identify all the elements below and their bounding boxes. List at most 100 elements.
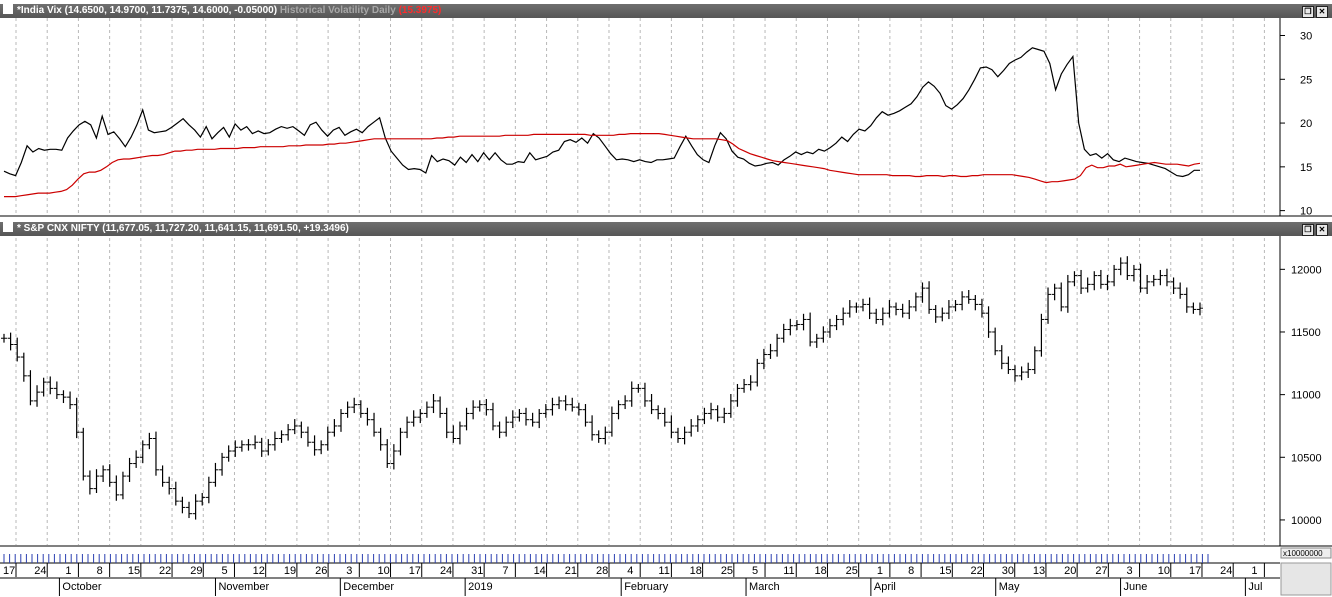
day-label: 14 xyxy=(534,565,546,577)
nifty-price-bar xyxy=(919,282,926,303)
day-label: 22 xyxy=(971,565,983,577)
close-icon[interactable]: ✕ xyxy=(1316,6,1328,18)
close-icon[interactable]: ✕ xyxy=(1316,224,1328,236)
nifty-price-bar xyxy=(608,406,615,437)
nifty-price-bar xyxy=(159,465,166,487)
day-label: 4 xyxy=(627,565,633,577)
corner-panel xyxy=(1280,562,1332,596)
nifty-price-bar xyxy=(516,409,523,422)
nifty-price-bar xyxy=(1078,269,1085,295)
nifty-price-bar xyxy=(357,400,364,418)
nifty-price-bar xyxy=(741,378,748,393)
nifty-price-bar xyxy=(1177,282,1184,299)
nifty-price-bar xyxy=(1097,269,1104,289)
nifty-price-bar xyxy=(813,333,820,348)
nifty-price-bar xyxy=(714,405,721,422)
nifty-price-bar xyxy=(7,332,14,351)
nifty-price-bar xyxy=(972,295,979,311)
nifty-price-bar xyxy=(926,281,933,314)
nifty-price-bar xyxy=(661,407,668,427)
nifty-price-bar xyxy=(384,439,391,468)
nifty-price-bar xyxy=(734,383,741,407)
nifty-price-bar xyxy=(47,376,54,395)
month-label: October xyxy=(62,581,101,593)
nifty-price-bar xyxy=(893,302,900,316)
day-label: 10 xyxy=(378,565,390,577)
restore-icon[interactable]: ❐ xyxy=(1302,224,1314,236)
nifty-price-bar xyxy=(754,358,761,387)
vix-title-values: (14.6500, 14.9700, 11.7375, 14.6000, -0.… xyxy=(64,5,278,16)
day-label: 1 xyxy=(65,565,71,577)
nifty-y-tick-label: 10000 xyxy=(1291,515,1322,527)
nifty-price-bar xyxy=(397,427,404,456)
nifty-price-bar xyxy=(232,440,239,457)
nifty-price-bar xyxy=(1,333,7,343)
day-label: 8 xyxy=(97,565,103,577)
nifty-price-bar xyxy=(1124,256,1131,280)
nifty-price-bar xyxy=(998,345,1005,370)
nifty-y-tick-label: 12000 xyxy=(1291,264,1322,276)
day-label: 25 xyxy=(846,565,858,577)
nifty-price-bar xyxy=(767,343,774,359)
panel-select-checkbox[interactable] xyxy=(3,222,13,232)
nifty-price-bar xyxy=(450,425,457,443)
nifty-panel-titlebar: * S&P CNX NIFTY (11,677.05, 11,727.20, 1… xyxy=(0,222,1332,236)
nifty-price-bar xyxy=(615,400,622,420)
nifty-price-bar xyxy=(1137,263,1144,293)
nifty-price-bar xyxy=(912,292,919,312)
nifty-price-bar xyxy=(489,402,496,431)
nifty-price-bar xyxy=(199,492,206,506)
nifty-price-bar xyxy=(14,337,21,362)
nifty-price-bar xyxy=(476,400,483,412)
nifty-price-bar xyxy=(1190,302,1197,314)
nifty-price-bar xyxy=(793,320,800,331)
nifty-price-bar xyxy=(760,348,767,370)
nifty-price-bar xyxy=(708,402,715,420)
nifty-price-bar xyxy=(873,308,880,324)
nifty-price-bar xyxy=(172,481,179,506)
day-label: 18 xyxy=(814,565,826,577)
nifty-price-bar xyxy=(1051,283,1058,301)
nifty-price-bar xyxy=(529,412,536,427)
nifty-price-bar xyxy=(205,476,212,504)
nifty-price-bar xyxy=(212,462,219,487)
nifty-price-bar xyxy=(80,427,87,481)
nifty-price-bar xyxy=(826,318,833,338)
nifty-price-bar xyxy=(371,412,378,437)
nifty-price-bar xyxy=(93,469,100,493)
nifty-price-bar xyxy=(694,415,701,432)
nifty-price-bar xyxy=(635,383,642,393)
nifty-price-bar xyxy=(780,323,787,343)
panel-select-checkbox[interactable] xyxy=(3,4,13,14)
nifty-price-bar xyxy=(820,326,827,343)
nifty-price-bar xyxy=(727,394,734,418)
nifty-price-bar xyxy=(298,421,305,439)
nifty-price-bar xyxy=(1163,268,1170,287)
nifty-price-bar xyxy=(628,381,635,407)
nifty-price-bar xyxy=(1064,274,1071,313)
nifty-price-bar xyxy=(906,300,913,320)
nifty-price-bar xyxy=(496,421,503,439)
scale-note: x10000000 xyxy=(1283,549,1323,558)
nifty-price-bar xyxy=(1130,264,1137,282)
nifty-price-bar xyxy=(291,419,298,435)
day-label: 15 xyxy=(939,565,951,577)
day-label: 29 xyxy=(190,565,202,577)
nifty-price-bar xyxy=(351,397,358,414)
vix-title-name: *India Vix xyxy=(17,5,62,16)
nifty-price-bar xyxy=(245,439,252,451)
vix-series-line xyxy=(3,47,1200,178)
nifty-price-bar xyxy=(179,496,186,514)
nifty-price-bar xyxy=(939,307,946,322)
day-label: 21 xyxy=(565,565,577,577)
nifty-title-name: * S&P CNX NIFTY xyxy=(17,223,100,234)
nifty-price-bar xyxy=(470,400,477,420)
nifty-price-bar xyxy=(364,407,371,426)
nifty-price-bar xyxy=(965,290,972,304)
nifty-price-bar xyxy=(423,401,430,418)
nifty-price-bar xyxy=(688,419,695,437)
nifty-price-bar xyxy=(1104,274,1111,291)
nifty-price-bar xyxy=(430,394,437,414)
restore-icon[interactable]: ❐ xyxy=(1302,6,1314,18)
